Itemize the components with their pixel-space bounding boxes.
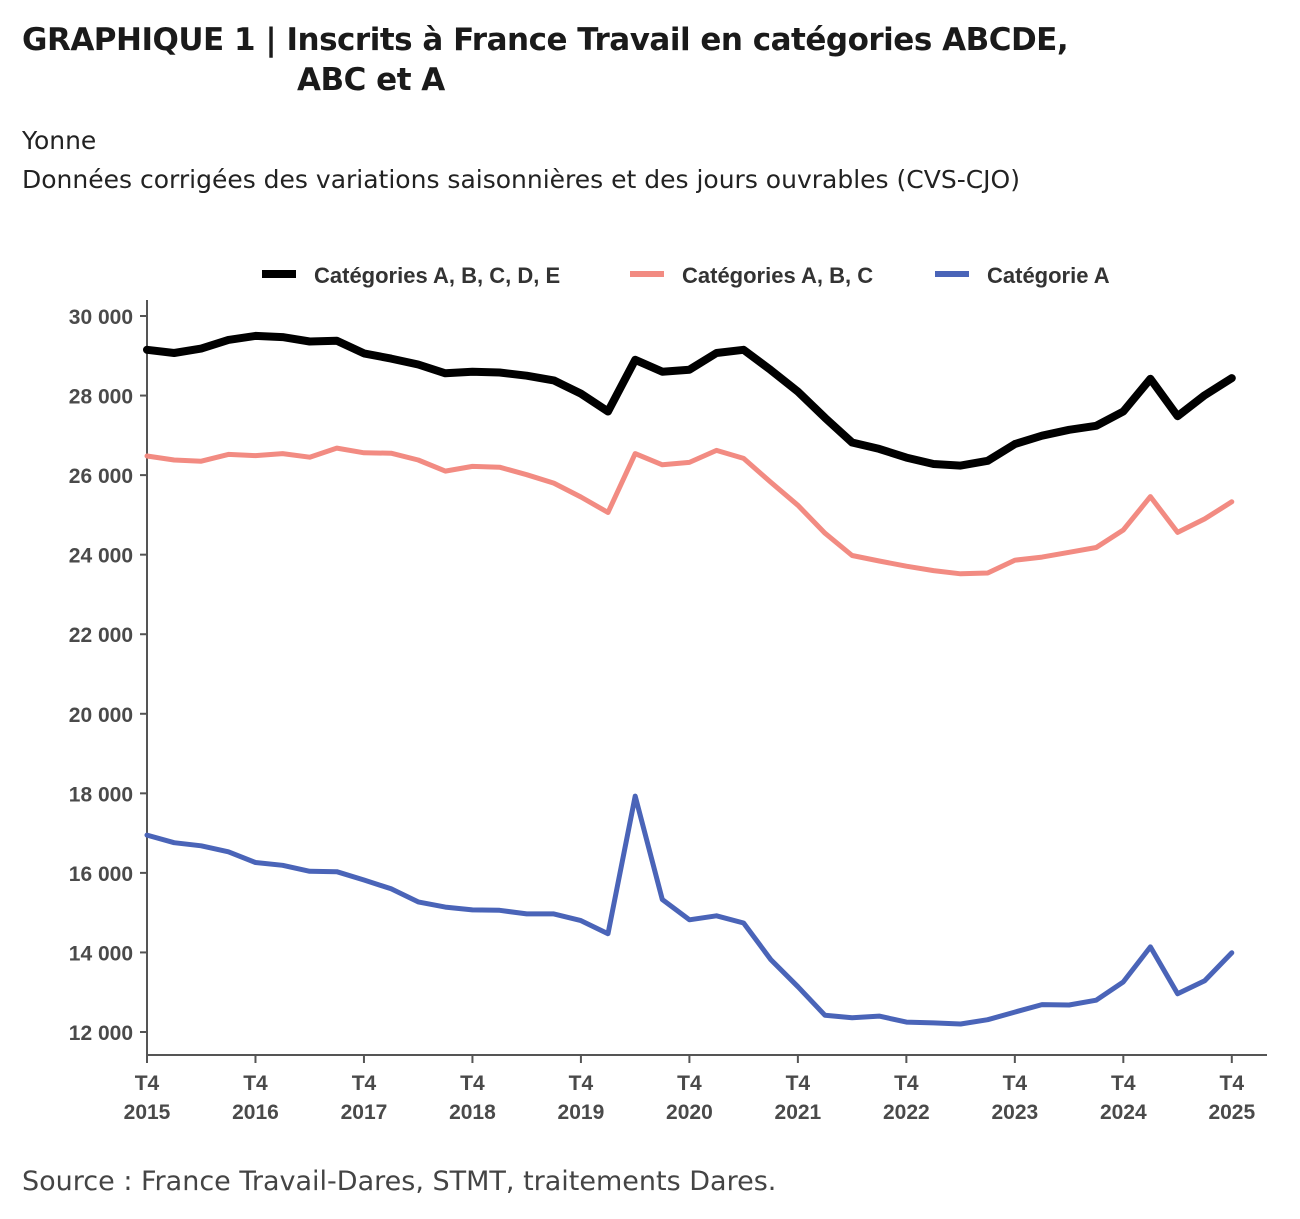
x-tick-label-quarter: T4 (352, 1072, 377, 1095)
y-tick-label: 20 000 (69, 704, 133, 727)
series-line-2 (144, 445, 1235, 577)
y-tick-label: 24 000 (69, 545, 133, 568)
x-tick-label-year: 2017 (341, 1101, 388, 1124)
x-tick-label-year: 2025 (1208, 1101, 1255, 1124)
chart-subtitle-region: Yonne (22, 126, 97, 155)
x-tick-label-year: 2016 (232, 1101, 279, 1124)
x-tick-label-quarter: T4 (135, 1072, 160, 1095)
source-note: Source : France Travail-Dares, STMT, tra… (22, 1166, 777, 1197)
x-tick-label-year: 2021 (775, 1101, 822, 1124)
y-tick-label: 14 000 (69, 942, 133, 965)
x-tick-label-quarter: T4 (460, 1072, 485, 1095)
legend-label-2: Catégories A, B, C (682, 263, 873, 288)
legend-label-1: Catégories A, B, C, D, E (314, 263, 560, 288)
x-tick-label-year: 2023 (991, 1101, 1038, 1124)
x-tick-label-year: 2015 (124, 1101, 171, 1124)
y-tick-label: 28 000 (69, 386, 133, 409)
chart-subtitle-method: Données corrigées des variations saisonn… (22, 165, 1020, 194)
y-tick-label: 22 000 (69, 624, 133, 647)
x-tick-label-year: 2024 (1100, 1101, 1147, 1124)
x-tick-label-quarter: T4 (894, 1072, 919, 1095)
y-tick-label: 18 000 (69, 783, 133, 806)
x-tick-label-quarter: T4 (1003, 1072, 1028, 1095)
series-line-3 (144, 793, 1235, 1027)
chart-title-line2: ABC et A (297, 62, 445, 98)
y-tick-label: 30 000 (69, 306, 133, 329)
x-tick-label-quarter: T4 (1220, 1072, 1245, 1095)
series-line-1 (143, 331, 1236, 470)
y-tick-label: 26 000 (69, 465, 133, 488)
x-tick-label-year: 2018 (449, 1101, 496, 1124)
y-tick-label: 16 000 (69, 863, 133, 886)
x-tick-label-year: 2019 (558, 1101, 605, 1124)
chart-title-line1: GRAPHIQUE 1 | Inscrits à France Travail … (22, 22, 1069, 58)
legend-label-3: Catégorie A (987, 263, 1110, 288)
chart-title: GRAPHIQUE 1 | Inscrits à France Travail … (22, 20, 1069, 100)
x-tick-label-quarter: T4 (569, 1072, 594, 1095)
x-tick-label-quarter: T4 (786, 1072, 811, 1095)
x-tick-label-quarter: T4 (243, 1072, 268, 1095)
x-tick-label-quarter: T4 (1111, 1072, 1136, 1095)
x-tick-label-year: 2022 (883, 1101, 930, 1124)
x-tick-label-quarter: T4 (677, 1072, 702, 1095)
x-tick-label-year: 2020 (666, 1101, 713, 1124)
y-tick-label: 12 000 (69, 1022, 133, 1045)
